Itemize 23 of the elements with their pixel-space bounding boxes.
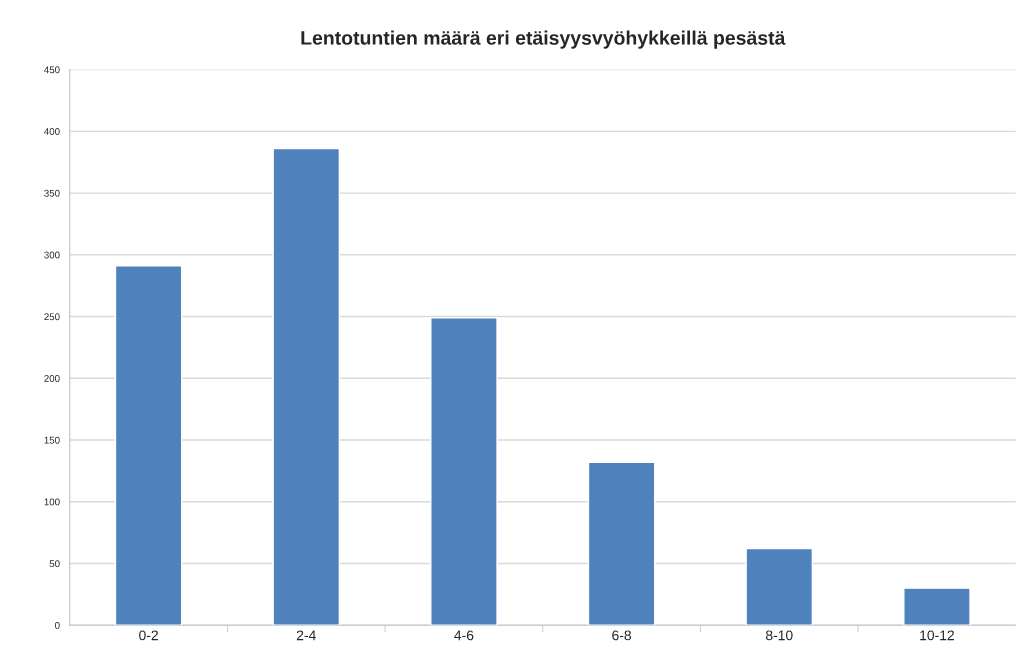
y-tick-label: 0 — [55, 621, 60, 629]
y-tick-label: 100 — [44, 498, 60, 506]
x-tick-label: 4-6 — [454, 630, 474, 641]
bar — [903, 587, 971, 626]
x-tick-label: 6-8 — [612, 630, 632, 641]
bar — [114, 265, 183, 626]
y-tick-label: 150 — [44, 436, 60, 444]
bar — [745, 547, 814, 626]
chart-title: Lentotuntien määrä eri etäisyysvyöhykkeillä pesästä — [301, 30, 786, 49]
bar — [587, 461, 656, 626]
x-tick-label: 10-12 — [920, 630, 954, 641]
x-tick-label: 2-4 — [296, 630, 316, 641]
y-tick-label: 200 — [44, 375, 60, 382]
y-tick-label: 400 — [44, 128, 60, 135]
y-tick-label: 300 — [44, 251, 60, 259]
y-tick-label: 50 — [49, 560, 60, 568]
x-tick-label: 0-2 — [139, 630, 158, 641]
y-tick-label: 250 — [44, 313, 60, 321]
bar — [272, 147, 341, 626]
y-tick-label: 350 — [44, 189, 60, 197]
y-tick-label: 450 — [44, 66, 60, 74]
x-tick-label: 8-10 — [765, 630, 793, 641]
bar — [430, 317, 498, 626]
